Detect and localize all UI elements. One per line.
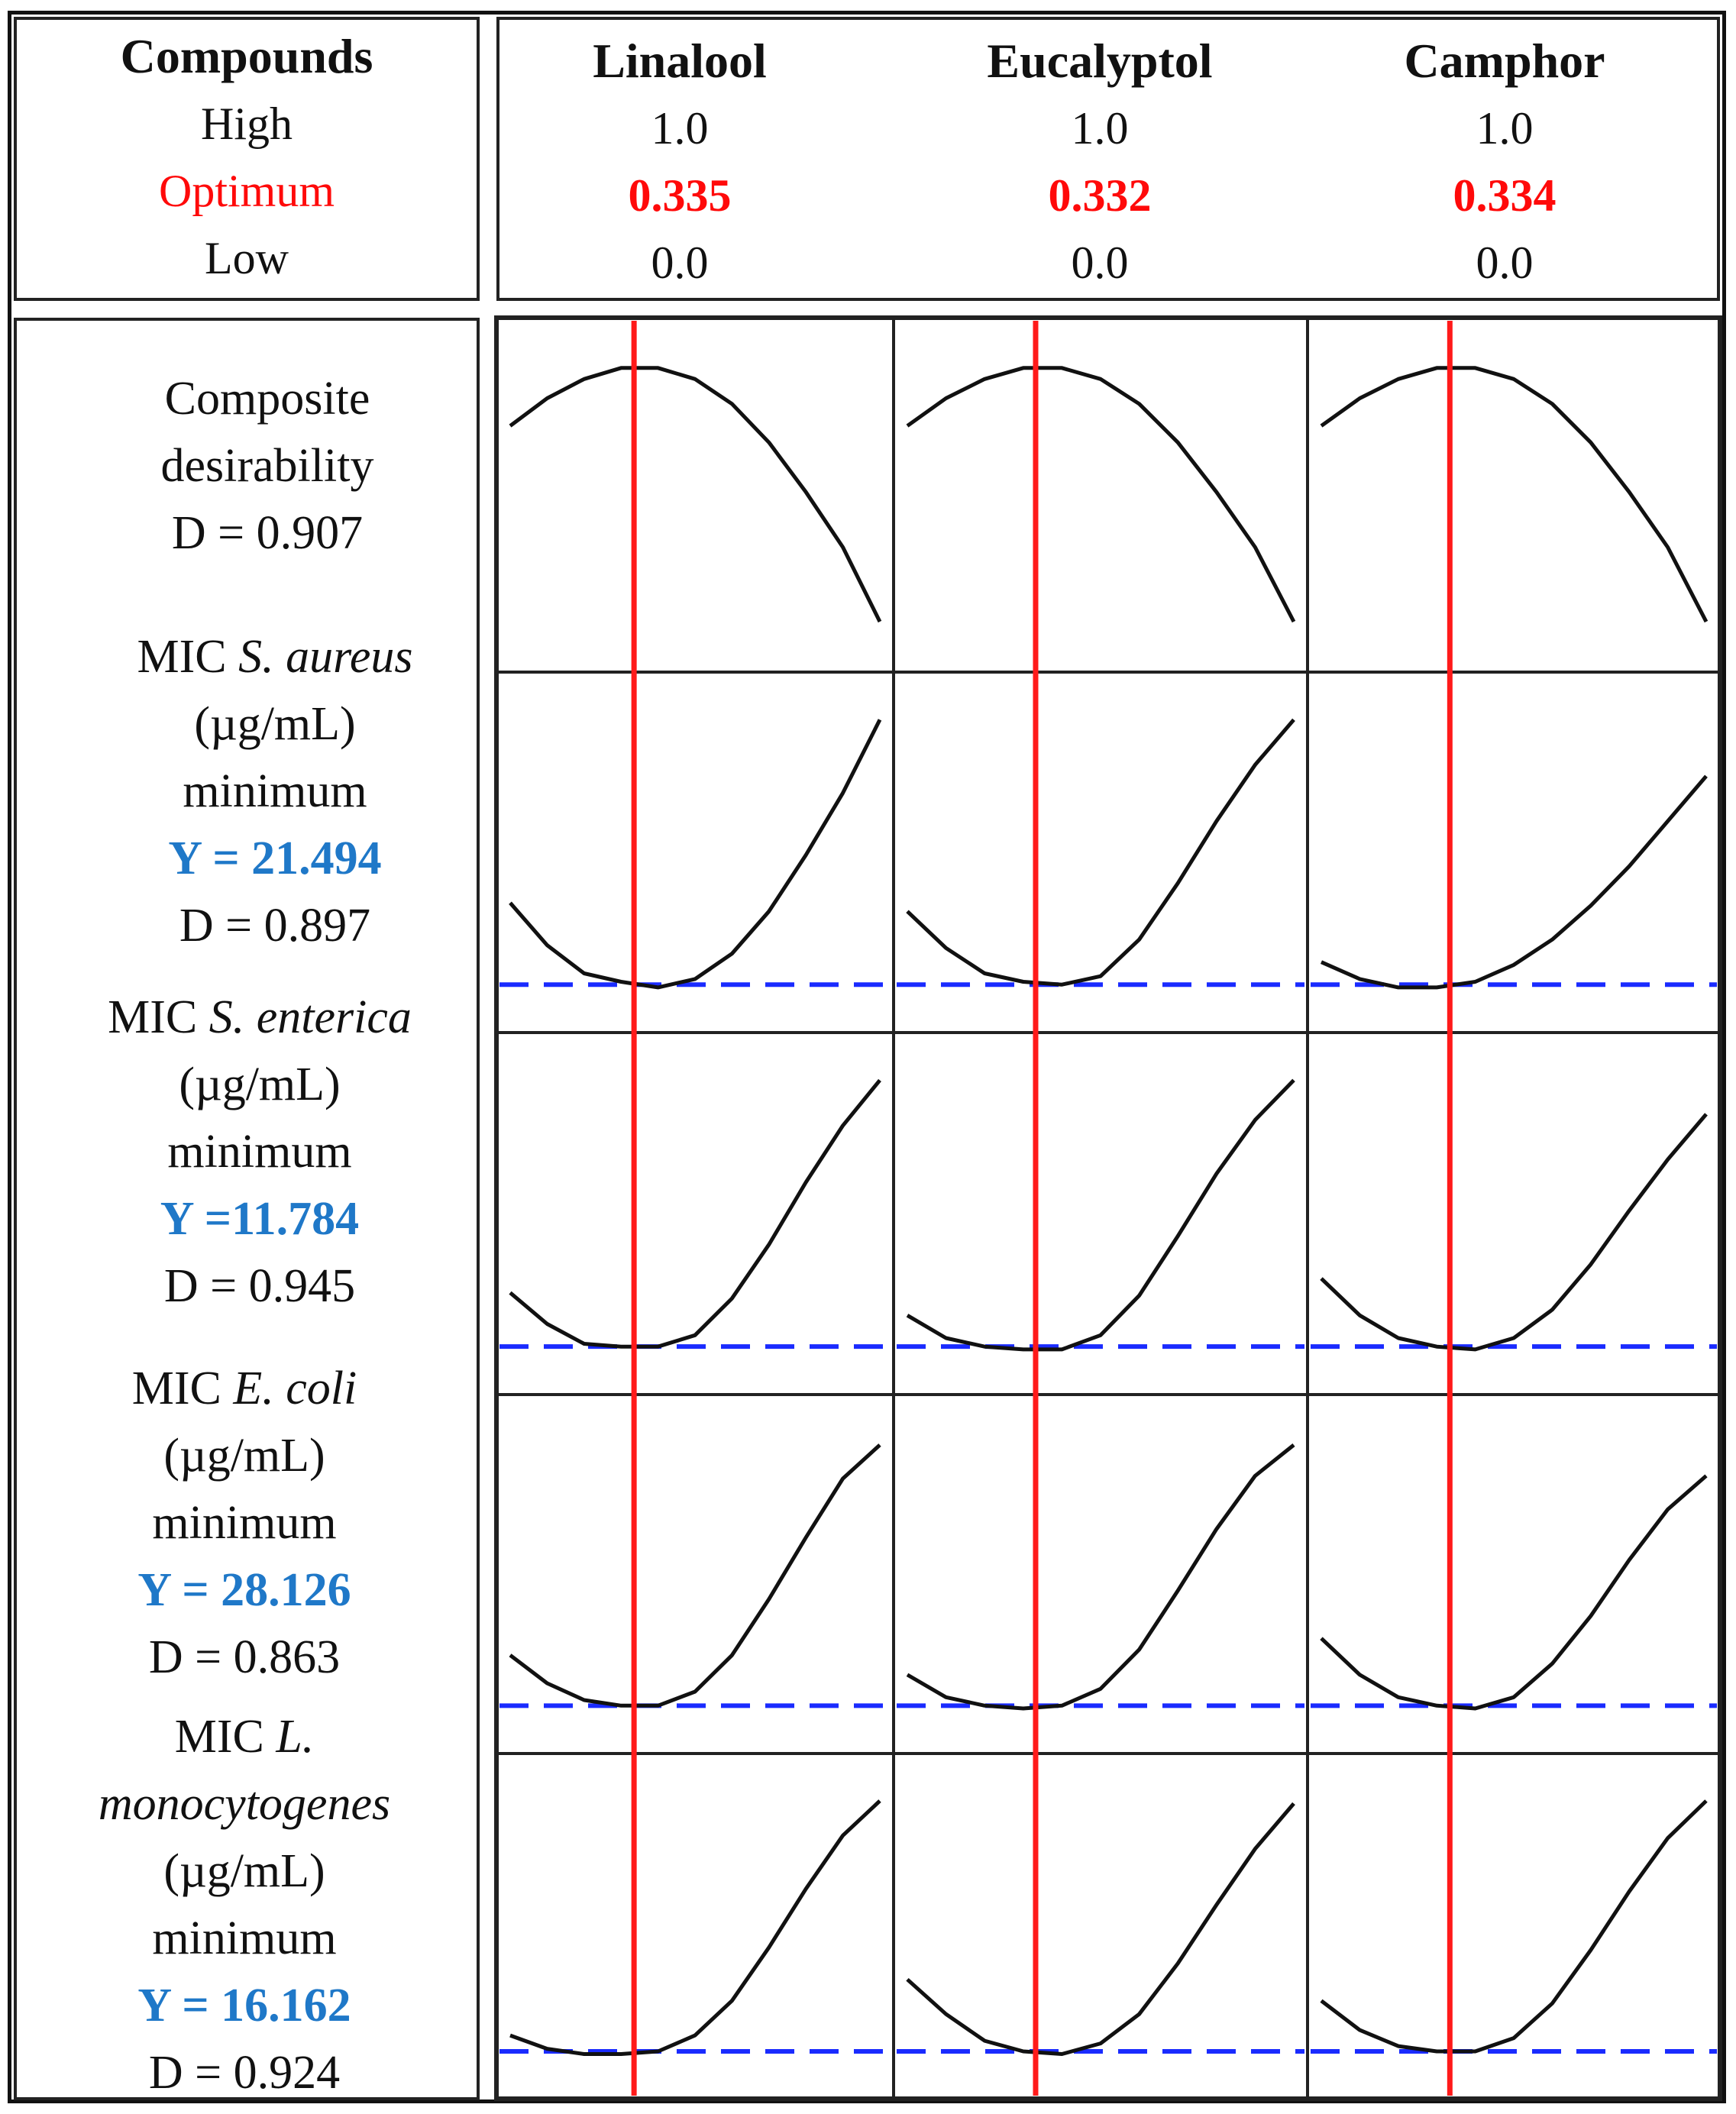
low-label: Low <box>205 233 289 283</box>
response-d-value: D = 0.863 <box>148 1631 341 1683</box>
response-label-s-aureus: MIC S. aureus (µg/mL) minimum Y = 21.494… <box>46 623 504 959</box>
response-curve-composite-desirability-linalool <box>509 366 882 623</box>
optimum-label: Optimum <box>158 166 335 216</box>
header-values-box <box>496 17 1720 301</box>
response-curve-mic-e-coli-camphor <box>1320 1474 1708 1711</box>
response-curve-mic-l-monocytogenes-camphor <box>1320 1799 1708 2054</box>
factor-column-linalool: Linalool 1.0 0.335 0.0 <box>558 27 802 296</box>
response-curve-composite-desirability-camphor <box>1320 366 1709 623</box>
response-y-value: Y =11.784 <box>160 1193 360 1245</box>
response-label-l-monocytogenes: MIC L. monocytogenes (µg/mL) minimum Y =… <box>15 1703 474 2106</box>
response-unit: (µg/mL) <box>179 1059 341 1110</box>
response-d-value: D = 0.945 <box>163 1260 356 1312</box>
response-label-s-enterica: MIC S. enterica (µg/mL) minimum Y =11.78… <box>31 984 489 1320</box>
organism-name-part2: monocytogenes <box>98 1778 391 1830</box>
response-curve-mic-s-enterica-linalool <box>509 1078 881 1349</box>
composite-line2: desirability <box>160 440 374 492</box>
header-labels-box <box>14 17 480 301</box>
factor-optimum: 0.335 <box>628 170 732 221</box>
figure-frame <box>8 11 1726 2103</box>
response-goal: minimum <box>152 1912 337 1964</box>
response-curve-mic-l-monocytogenes-linalool <box>509 1799 881 2056</box>
response-y-value: Y = 21.494 <box>168 832 382 884</box>
response-curve-mic-s-aureus-linalool <box>509 719 882 990</box>
response-name-prefix: MIC <box>174 1711 276 1763</box>
factor-name: Linalool <box>593 34 767 88</box>
factor-high: 1.0 <box>1476 103 1534 154</box>
response-goal: minimum <box>152 1497 337 1549</box>
response-curve-mic-s-enterica-eucalyptol <box>906 1078 1295 1352</box>
factor-name: Eucalyptol <box>987 34 1213 88</box>
response-curve-mic-l-monocytogenes-eucalyptol <box>906 1802 1295 2056</box>
response-y-value: Y = 16.162 <box>137 1980 351 2032</box>
response-curve-mic-e-coli-linalool <box>509 1443 881 1708</box>
compounds-label: Compounds <box>120 29 373 83</box>
composite-line1: Composite <box>164 373 370 425</box>
response-unit: (µg/mL) <box>163 1845 325 1897</box>
factor-low: 0.0 <box>651 238 709 288</box>
response-curve-mic-s-aureus-camphor <box>1320 774 1708 990</box>
response-unit: (µg/mL) <box>194 698 356 750</box>
factor-high: 1.0 <box>651 103 709 154</box>
factor-low: 0.0 <box>1071 238 1129 288</box>
response-y-value: Y = 28.126 <box>137 1564 351 1616</box>
organism-name: E. coli <box>233 1362 357 1414</box>
response-name-prefix: MIC <box>108 991 209 1043</box>
plot-grid-border <box>494 315 1722 2101</box>
response-label-composite: Composite desirability D = 0.907 <box>31 365 504 567</box>
composite-d-value: D = 0.907 <box>171 507 364 559</box>
response-goal: minimum <box>167 1126 352 1178</box>
response-unit: (µg/mL) <box>163 1430 325 1482</box>
organism-name: S. enterica <box>209 991 412 1043</box>
response-labels-box <box>14 318 480 2100</box>
organism-name: S. aureus <box>238 631 413 683</box>
factor-high: 1.0 <box>1071 103 1129 154</box>
factor-name: Camphor <box>1404 34 1605 88</box>
factor-low: 0.0 <box>1476 238 1534 288</box>
response-curve-composite-desirability-eucalyptol <box>906 366 1296 623</box>
high-label: High <box>201 99 293 149</box>
factor-column-camphor: Camphor 1.0 0.334 0.0 <box>1375 27 1634 296</box>
organism-name-part1: L. <box>276 1711 315 1763</box>
response-goal: minimum <box>183 765 367 817</box>
factor-column-eucalyptol: Eucalyptol 1.0 0.332 0.0 <box>955 27 1245 296</box>
response-curve-mic-e-coli-eucalyptol <box>906 1443 1295 1711</box>
response-curve-mic-s-aureus-eucalyptol <box>906 718 1295 987</box>
response-curve-mic-s-enterica-camphor <box>1320 1113 1708 1352</box>
response-label-e-coli: MIC E. coli (µg/mL) minimum Y = 28.126 D… <box>15 1355 474 1691</box>
response-name-prefix: MIC <box>131 1362 234 1414</box>
factor-optimum: 0.332 <box>1048 170 1152 221</box>
factor-optimum: 0.334 <box>1453 170 1557 221</box>
response-d-value: D = 0.897 <box>179 900 371 952</box>
header-labels: Compounds High Optimum Low <box>14 23 480 292</box>
response-name-prefix: MIC <box>137 631 239 683</box>
response-d-value: D = 0.924 <box>148 2047 341 2099</box>
